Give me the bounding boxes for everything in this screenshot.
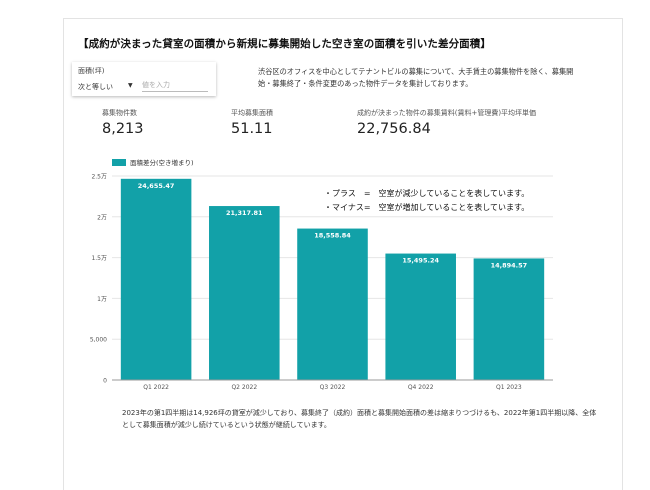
area-filter-control[interactable]: 面積(坪) 次と等しい ▼ [72,62,216,96]
legend-swatch [112,159,126,166]
kpi-listing-count-label: 募集物件数 [102,109,137,117]
kpi-average-area-value: 51.11 [231,121,273,137]
kpi-average-unit-price-label: 成約が決まった物件の募集賃料(賃料+管理費)平均坪単価 [357,109,537,117]
bar-value-label: 14,894.57 [491,261,528,269]
report-description: 渋谷区のオフィスを中心としてテナントビルの募集について、大手賃主の募集物件を除く… [258,67,574,88]
y-tick-label: 2.5万 [91,174,107,181]
report-frame [63,18,623,490]
y-tick-label: 2万 [97,214,107,221]
x-tick-label: Q4 2022 [408,384,434,391]
page-title: 【成約が決まった貸室の面積から新規に募集開始した空き室の面積を引いた差分面積】 [78,38,491,50]
x-tick-label: Q1 2022 [143,384,169,391]
analysis-note: 2023年の第1四半期は14,926坪の貸室が減少しており、募集終了（成約）面積… [122,409,597,429]
bar-value-label: 18,558.84 [314,232,351,240]
x-tick-label: Q3 2022 [320,384,346,391]
legend-label: 面積差分(空き増まり) [130,158,194,167]
filter-operator-select[interactable]: 次と等しい [78,83,113,91]
x-tick-label: Q2 2022 [231,384,257,391]
x-tick-label: Q1 2023 [496,384,522,391]
kpi-average-area-label: 平均募集面積 [231,109,273,117]
bar [473,258,545,380]
y-tick-label: 1万 [97,296,107,303]
caret-down-icon[interactable]: ▼ [128,82,133,89]
bar [385,253,456,380]
bar [297,228,368,380]
sign-explanation-annotation: ・プラス = 空室が減少していることを表しています。 [324,188,529,198]
kpi-listing-count-value: 8,213 [102,121,144,137]
sign-explanation-annotation: ・マイナス= 空室が増加していることを表しています。 [324,202,529,212]
bar [209,206,280,380]
filter-value-input[interactable] [142,79,208,92]
filter-label: 面積(坪) [78,67,105,75]
y-tick-label: 0 [103,378,107,385]
y-tick-label: 1.5万 [91,255,107,262]
bar-value-label: 24,655.47 [138,182,175,190]
bar-value-label: 15,495.24 [402,257,439,265]
bar [120,178,192,380]
y-tick-label: 5,000 [90,337,107,344]
bar-value-label: 21,317.81 [226,209,263,217]
kpi-average-unit-price-value: 22,756.84 [357,121,431,137]
